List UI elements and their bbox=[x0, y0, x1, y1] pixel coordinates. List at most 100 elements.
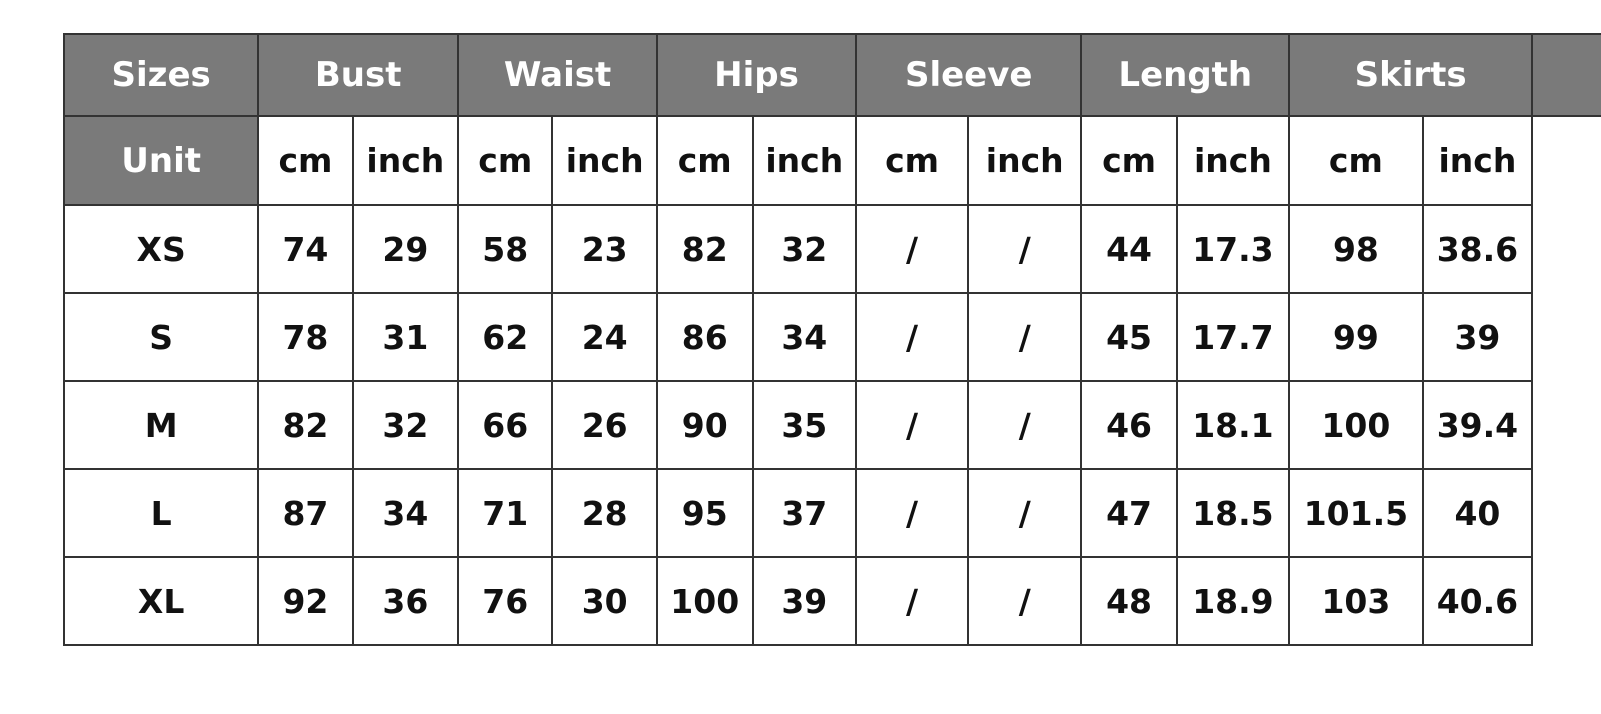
measurement-cell: 58 bbox=[457, 204, 554, 294]
unit-cell: inch bbox=[1421, 115, 1534, 206]
measurement-cell: 29 bbox=[351, 204, 460, 294]
measurement-cell: 99 bbox=[1288, 292, 1424, 382]
cropped-header-cell bbox=[1531, 33, 1601, 117]
measurement-cell: 32 bbox=[751, 204, 858, 294]
unit-header: Unit bbox=[62, 115, 260, 206]
waist-header: Waist bbox=[457, 33, 658, 117]
measurement-cell: 24 bbox=[551, 292, 658, 382]
measurement-cell: / bbox=[967, 556, 1083, 646]
size-label: XS bbox=[62, 204, 260, 294]
measurement-cell: / bbox=[855, 204, 970, 294]
unit-cell: inch bbox=[351, 115, 460, 206]
measurement-cell: / bbox=[967, 204, 1083, 294]
measurement-cell: 95 bbox=[655, 468, 754, 558]
size-label: XL bbox=[62, 556, 260, 646]
unit-cell: inch bbox=[751, 115, 858, 206]
measurement-cell: 40 bbox=[1421, 468, 1534, 558]
measurement-cell: 101.5 bbox=[1288, 468, 1424, 558]
measurement-cell: 35 bbox=[751, 380, 858, 470]
measurement-cell: 17.7 bbox=[1175, 292, 1291, 382]
measurement-cell: / bbox=[967, 380, 1083, 470]
measurement-cell: 66 bbox=[457, 380, 554, 470]
measurement-cell: / bbox=[855, 468, 970, 558]
cropped-cell bbox=[1531, 293, 1601, 381]
cropped-cell bbox=[1531, 116, 1601, 205]
size-label: L bbox=[62, 468, 260, 558]
measurement-cell: / bbox=[967, 468, 1083, 558]
hips-header: Hips bbox=[655, 33, 858, 117]
cropped-cell bbox=[1531, 469, 1601, 557]
measurement-cell: 92 bbox=[257, 556, 354, 646]
unit-cell: cm bbox=[1080, 115, 1178, 206]
measurement-cell: 32 bbox=[351, 380, 460, 470]
measurement-cell: 45 bbox=[1080, 292, 1178, 382]
bust-header: Bust bbox=[257, 33, 460, 117]
measurement-cell: 100 bbox=[1288, 380, 1424, 470]
unit-cell: inch bbox=[967, 115, 1083, 206]
group-header-row: Sizes Bust Waist Hips Sleeve Length Skir… bbox=[62, 33, 1601, 117]
cropped-cell bbox=[1531, 557, 1601, 645]
measurement-cell: 82 bbox=[655, 204, 754, 294]
table-row: XS 74 29 58 23 82 32//44 17.3 98 38.6 bbox=[62, 204, 1601, 294]
measurement-cell: 34 bbox=[751, 292, 858, 382]
unit-cell: cm bbox=[855, 115, 970, 206]
unit-header-row: Unit cm inch cm inch cm inch cm inch cm inch cm inc… bbox=[62, 115, 1601, 206]
measurement-cell: 37 bbox=[751, 468, 858, 558]
table-row: S 78 31 62 24 86 34//45 17.7 99 39 bbox=[62, 292, 1601, 382]
unit-cell: cm bbox=[457, 115, 554, 206]
unit-cell: inch bbox=[1175, 115, 1291, 206]
size-chart-table: Sizes Bust Waist Hips Sleeve Length Skir… bbox=[62, 33, 1601, 646]
table-row: XL 92 36 76 30 100 39//48 18.9 103 40.6 bbox=[62, 556, 1601, 646]
unit-cell: cm bbox=[655, 115, 754, 206]
measurement-cell: 30 bbox=[551, 556, 658, 646]
measurement-cell: 76 bbox=[457, 556, 554, 646]
measurement-cell: 71 bbox=[457, 468, 554, 558]
unit-cell: cm bbox=[257, 115, 354, 206]
sleeve-header: Sleeve bbox=[855, 33, 1083, 117]
measurement-cell: 100 bbox=[655, 556, 754, 646]
measurement-cell: 62 bbox=[457, 292, 554, 382]
measurement-cell: 38.6 bbox=[1421, 204, 1534, 294]
measurement-cell: 87 bbox=[257, 468, 354, 558]
measurement-cell: 46 bbox=[1080, 380, 1178, 470]
measurement-cell: 36 bbox=[351, 556, 460, 646]
measurement-cell: 90 bbox=[655, 380, 754, 470]
measurement-cell: 82 bbox=[257, 380, 354, 470]
measurement-cell: 18.9 bbox=[1175, 556, 1291, 646]
cropped-cell bbox=[1531, 381, 1601, 469]
measurement-cell: 17.3 bbox=[1175, 204, 1291, 294]
measurement-cell: 23 bbox=[551, 204, 658, 294]
unit-cell: cm bbox=[1288, 115, 1424, 206]
size-label: S bbox=[62, 292, 260, 382]
table-row: L 87 34 71 28 95 37//47 18.5 101.5 40 bbox=[62, 468, 1601, 558]
measurement-cell: 39 bbox=[751, 556, 858, 646]
measurement-cell: 78 bbox=[257, 292, 354, 382]
measurement-cell: / bbox=[967, 292, 1083, 382]
measurement-cell: 18.1 bbox=[1175, 380, 1291, 470]
size-label: M bbox=[62, 380, 260, 470]
measurement-cell: / bbox=[855, 292, 970, 382]
measurement-cell: 44 bbox=[1080, 204, 1178, 294]
table-row: M 82 32 66 26 90 35//46 18.1 100 39.4 bbox=[62, 380, 1601, 470]
unit-cell: inch bbox=[551, 115, 658, 206]
measurement-cell: 39.4 bbox=[1421, 380, 1534, 470]
measurement-cell: 31 bbox=[351, 292, 460, 382]
skirts-header: Skirts bbox=[1288, 33, 1534, 117]
measurement-cell: 47 bbox=[1080, 468, 1178, 558]
cropped-cell bbox=[1531, 205, 1601, 293]
measurement-cell: 74 bbox=[257, 204, 354, 294]
measurement-cell: 28 bbox=[551, 468, 658, 558]
measurement-cell: 26 bbox=[551, 380, 658, 470]
measurement-cell: 39 bbox=[1421, 292, 1534, 382]
measurement-cell: / bbox=[855, 380, 970, 470]
sizes-header: Sizes bbox=[62, 33, 260, 117]
measurement-cell: 40.6 bbox=[1421, 556, 1534, 646]
length-header: Length bbox=[1080, 33, 1291, 117]
measurement-cell: 98 bbox=[1288, 204, 1424, 294]
measurement-cell: 103 bbox=[1288, 556, 1424, 646]
measurement-cell: 34 bbox=[351, 468, 460, 558]
measurement-cell: / bbox=[855, 556, 970, 646]
measurement-cell: 18.5 bbox=[1175, 468, 1291, 558]
measurement-cell: 86 bbox=[655, 292, 754, 382]
measurement-cell: 48 bbox=[1080, 556, 1178, 646]
